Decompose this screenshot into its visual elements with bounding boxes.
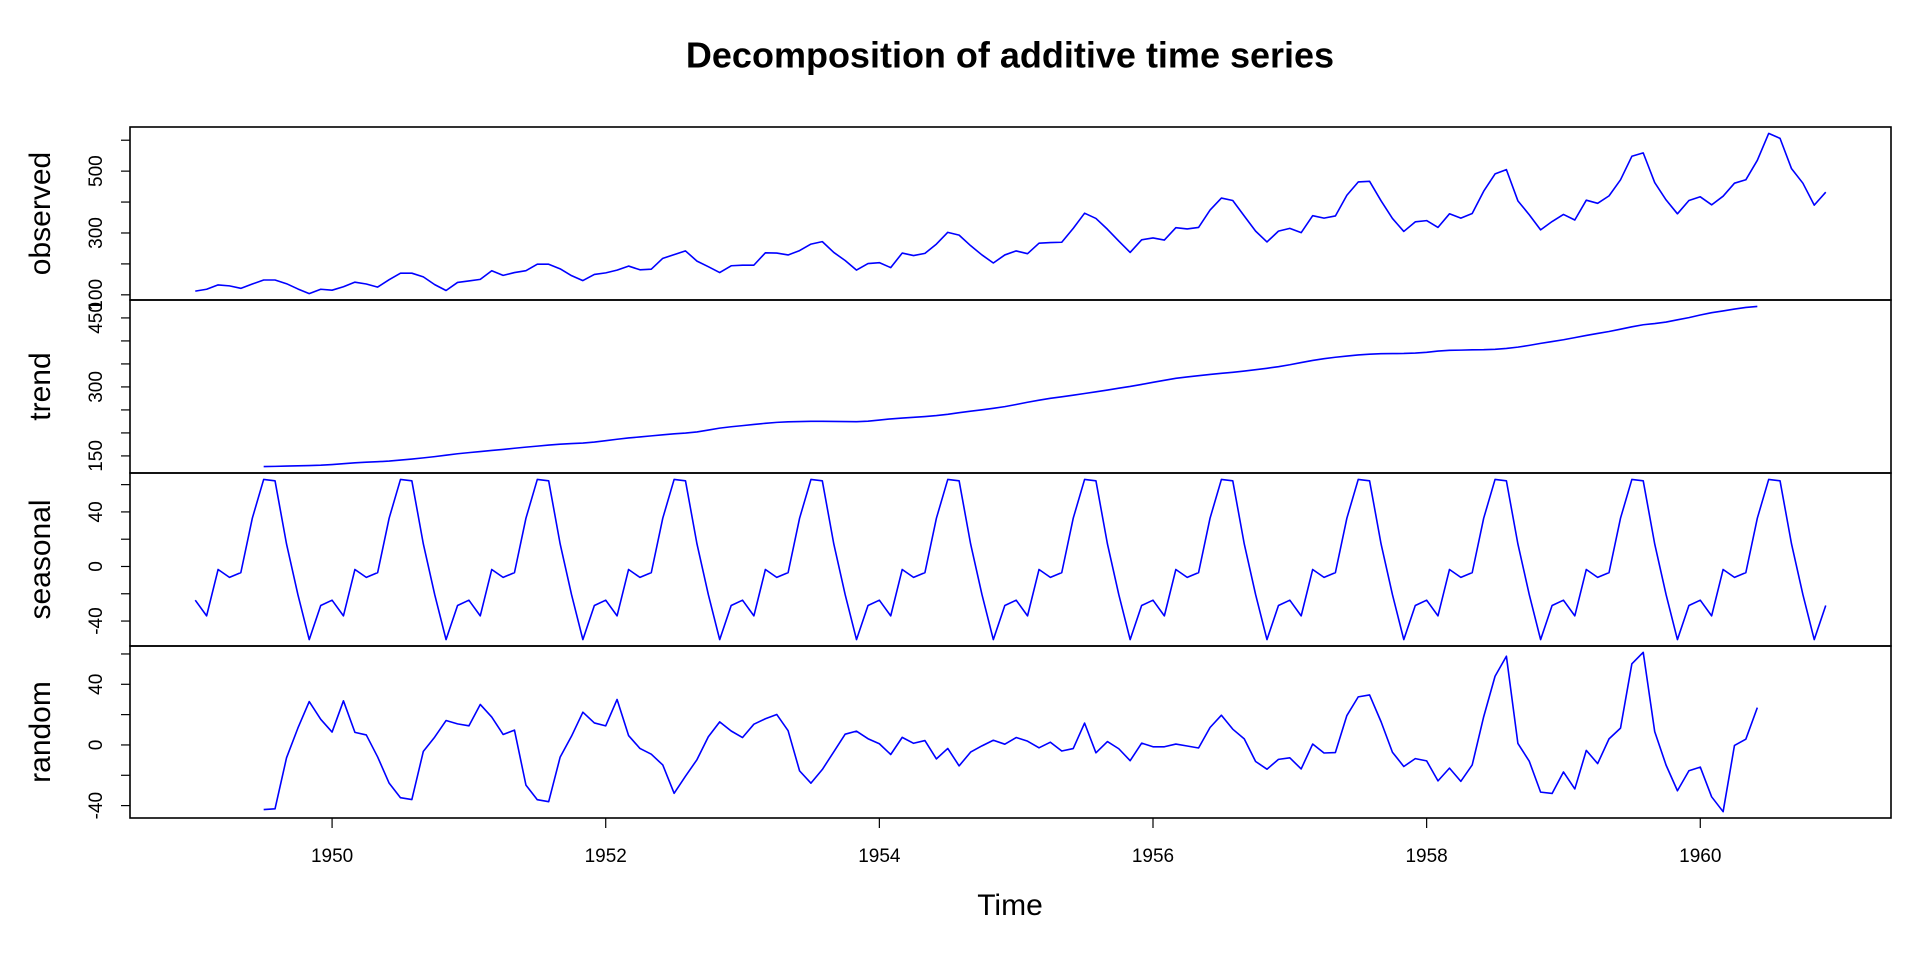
y-axis-title: observed <box>24 152 57 275</box>
y-tick-label: 100 <box>86 279 107 311</box>
y-tick-label: 40 <box>86 674 107 695</box>
y-tick-label: 300 <box>86 217 107 249</box>
y-tick-label: 450 <box>86 302 107 334</box>
panel-frame <box>129 645 1892 819</box>
y-tick-label: 300 <box>86 371 107 403</box>
y-tick-label: 40 <box>86 501 107 522</box>
chart-title: Decomposition of additive time series <box>686 35 1334 76</box>
y-tick-label: -40 <box>86 792 107 819</box>
y-axis-title: seasonal <box>24 499 57 619</box>
series-line <box>263 305 1758 468</box>
y-tick-label: -40 <box>86 607 107 634</box>
y-axis-title: trend <box>24 352 57 420</box>
series-line <box>194 478 1827 641</box>
series-line <box>263 651 1759 813</box>
series-line <box>195 132 1827 295</box>
x-tick-label: 1950 <box>311 846 353 867</box>
panel-frame <box>129 126 1892 301</box>
x-tick-label: 1954 <box>858 846 901 867</box>
x-tick-label: 1952 <box>585 846 627 867</box>
y-tick-label: 0 <box>86 740 107 751</box>
y-tick-label: 500 <box>86 155 107 187</box>
x-axis-title: Time <box>977 889 1043 922</box>
y-axis-title: random <box>24 681 57 783</box>
y-tick-label: 0 <box>86 561 107 572</box>
panel-frame <box>129 299 1892 474</box>
x-tick-label: 1958 <box>1405 846 1447 867</box>
y-tick-label: 150 <box>86 440 107 472</box>
x-tick-label: 1956 <box>1132 846 1174 867</box>
x-tick-label: 1960 <box>1679 846 1721 867</box>
